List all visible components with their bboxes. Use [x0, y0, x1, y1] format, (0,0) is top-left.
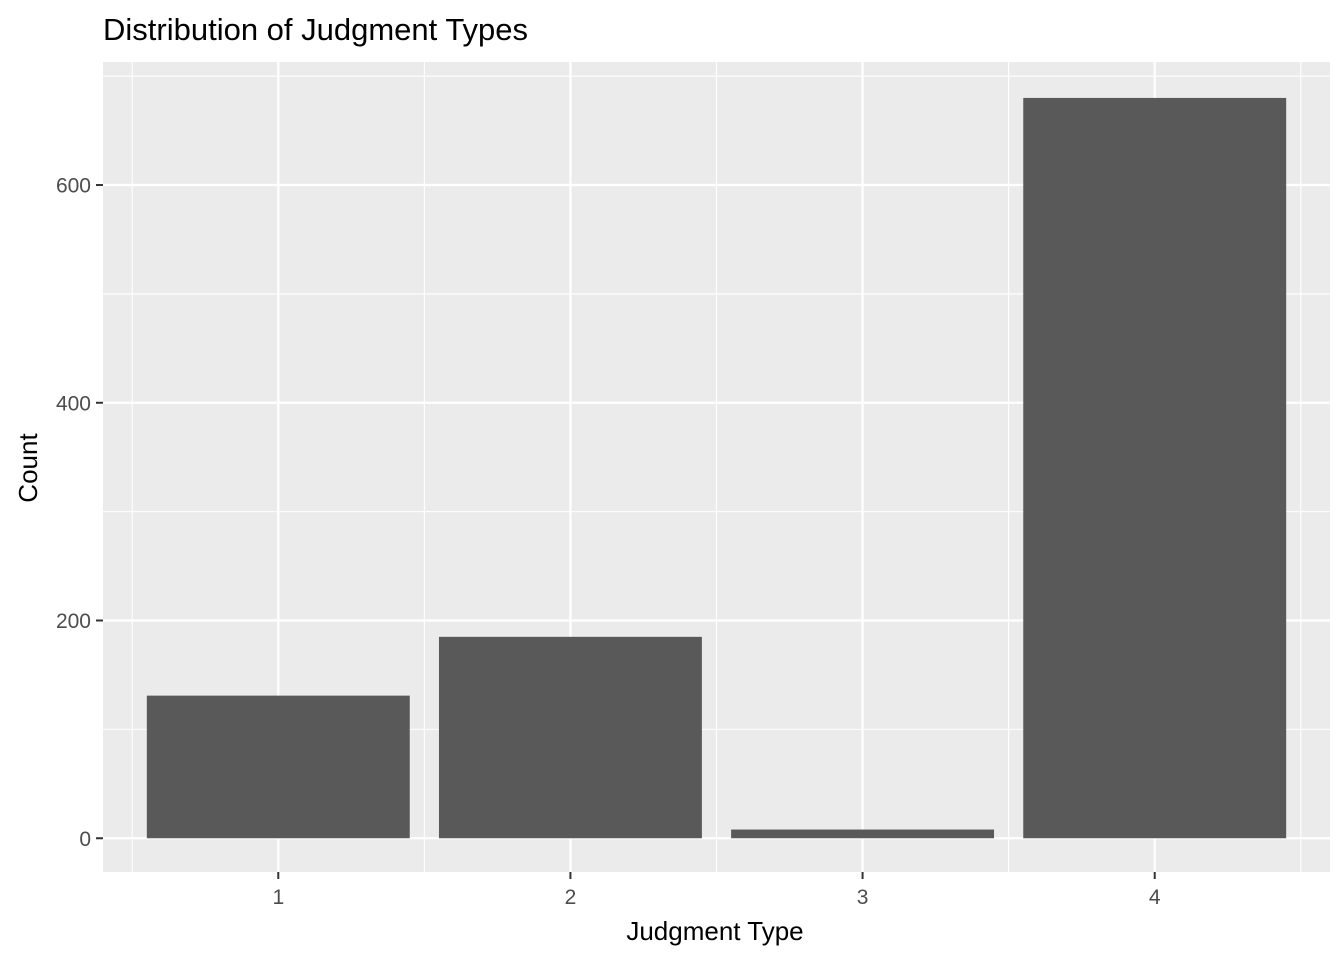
y-tick-label: 0 [79, 828, 91, 851]
x-axis-title: Judgment Type [626, 916, 803, 946]
bars [146, 97, 1287, 839]
x-tick-label: 4 [1149, 886, 1161, 909]
x-tick-label: 1 [272, 886, 284, 909]
x-tick-label: 2 [565, 886, 577, 909]
bar-3 [731, 829, 995, 839]
bar-1 [146, 695, 410, 839]
y-tick-label: 400 [56, 392, 91, 415]
y-tick-label: 200 [56, 610, 91, 633]
bar-4 [1023, 97, 1287, 839]
x-tick-label: 3 [857, 886, 869, 909]
y-axis-title: Count [13, 433, 43, 503]
y-tick-label: 600 [56, 175, 91, 198]
bar-2 [438, 636, 702, 839]
y-axis: 0 200 400 600 [56, 175, 103, 851]
chart-title: Distribution of Judgment Types [103, 12, 528, 47]
x-axis: 1 2 3 4 [272, 872, 1161, 909]
